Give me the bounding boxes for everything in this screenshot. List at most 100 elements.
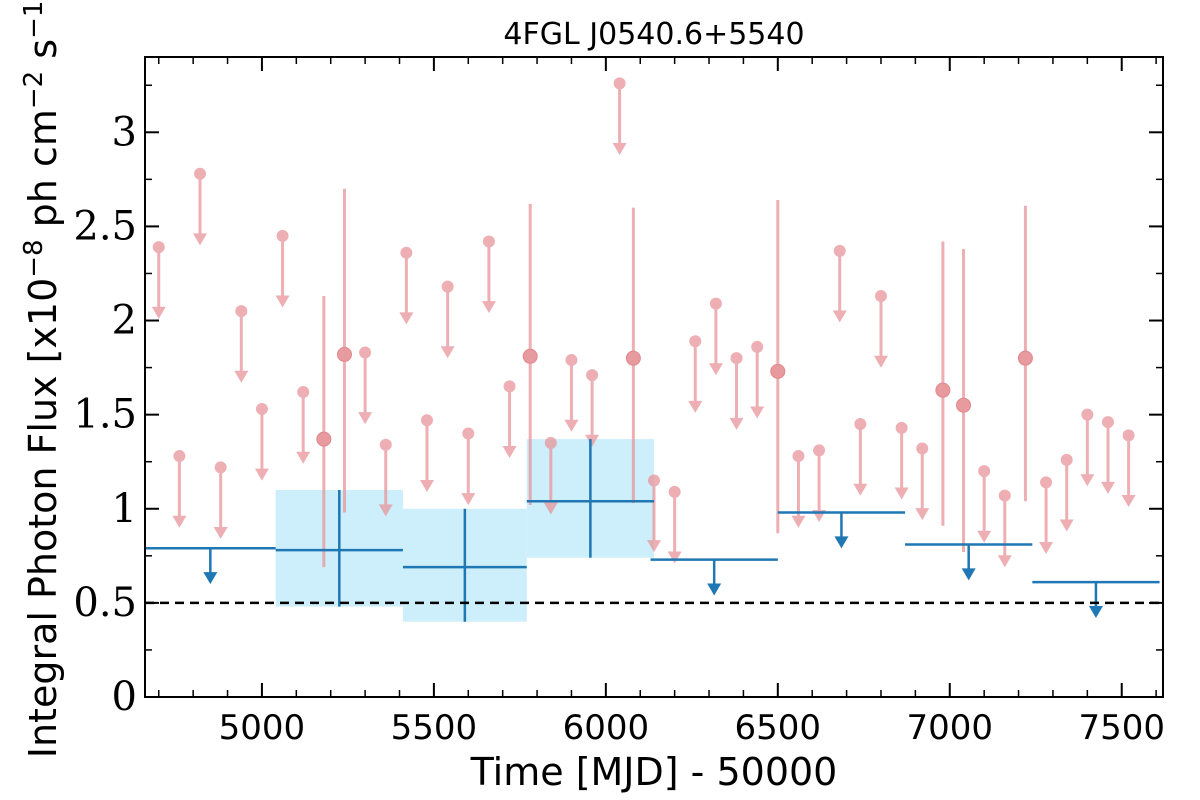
upper-limit-marker [173, 450, 186, 463]
upper-limit-arrowhead [729, 417, 744, 430]
upper-limit-arrowhead [647, 540, 661, 553]
upper-limit-arrowhead [440, 346, 455, 359]
upper-limit-marker [152, 241, 165, 254]
short-bin-upper-limit [440, 280, 455, 359]
short-bin-upper-limit [977, 465, 992, 543]
y-tick-label: 1 [112, 486, 137, 532]
upper-limit-arrowhead [688, 400, 703, 413]
short-bin-upper-limit [481, 235, 496, 314]
upper-limit-arrowhead [997, 555, 1012, 568]
short-bin-upper-limit [1059, 453, 1074, 532]
short-bin-upper-limit [832, 244, 847, 323]
axis-ticks: 0 0.5 1 1.5 2 2.5 3 5000 5500 6000 6500 7000 7500 [73, 57, 1165, 748]
upper-limit-marker [379, 438, 392, 451]
y-tick-label: 0.5 [73, 580, 137, 626]
upper-limit-arrowhead [213, 527, 228, 539]
upper-limit-marker [503, 380, 516, 393]
upper-limit-marker [1060, 453, 1073, 466]
short-bin-detection [770, 200, 786, 534]
short-bin-detection [956, 249, 972, 553]
upper-limit-arrowhead [151, 306, 166, 319]
upper-limit-marker [214, 461, 227, 474]
upper-limit-arrowhead [1121, 495, 1136, 507]
upper-limit-arrowhead [481, 301, 496, 314]
upper-limit-marker [235, 305, 248, 318]
short-bin-upper-limit [234, 305, 249, 383]
short-bin-upper-limit [151, 241, 166, 319]
short-bin-upper-limit [791, 450, 806, 528]
y-tick-label: 3 [112, 109, 137, 155]
short-bin-upper-limit [612, 77, 627, 155]
upper-limit-marker [194, 167, 207, 180]
x-tick-label: 5500 [391, 708, 478, 748]
upper-limit-marker [978, 465, 991, 478]
short-bin-upper-limit [564, 354, 579, 432]
y-axis-label: Integral Photon Flux [x10−8 ph cm−2 s−1] [19, 0, 65, 758]
short-bin-upper-limit [688, 335, 703, 413]
upper-limit-marker [359, 346, 372, 359]
long-bin-detection [526, 439, 654, 558]
upper-limit-marker [874, 290, 887, 303]
short-bin-upper-limit [647, 474, 661, 553]
upper-limit-arrowhead [254, 468, 269, 481]
upper-limit-arrowhead [275, 295, 290, 308]
upper-limit-arrowhead [977, 530, 992, 543]
short-bin-upper-limit [502, 380, 517, 459]
y-tick-label: 1.5 [73, 392, 137, 438]
short-bin-upper-limit [915, 442, 930, 521]
short-bin-detection [935, 241, 951, 526]
short-bin-upper-limit [461, 427, 476, 506]
short-bin-upper-limit [708, 297, 723, 376]
upper-limit-marker [709, 297, 722, 310]
upper-limit-arrowhead [1088, 606, 1103, 619]
long-bin-upper-limit [145, 547, 276, 585]
upper-limit-marker [255, 403, 268, 415]
upper-limit-arrowhead [873, 355, 888, 368]
upper-limit-arrowhead [1080, 474, 1095, 487]
short-bin-upper-limit [1039, 476, 1054, 555]
chart-title: 4FGL J0540.6+5540 [503, 17, 804, 52]
upper-limit-arrowhead [708, 363, 723, 376]
short-bin-upper-limit [193, 167, 208, 246]
short-bin-upper-limit [213, 461, 228, 539]
short-bin-upper-limit [420, 414, 435, 492]
y-tick-label: 0 [112, 674, 137, 720]
upper-limit-marker [854, 418, 867, 431]
short-bin-detection [522, 203, 538, 505]
upper-limit-arrowhead [1039, 542, 1054, 555]
upper-limit-marker [462, 427, 475, 440]
detection-marker [522, 348, 538, 364]
detection-marker [316, 431, 332, 447]
x-tick-label: 7000 [907, 708, 994, 748]
detection-marker [956, 397, 972, 413]
short-bin-upper-limit [172, 450, 187, 528]
short-bin-upper-limit [853, 418, 868, 496]
upper-limit-arrowhead [172, 515, 187, 528]
upper-limit-arrowhead [358, 412, 373, 425]
upper-limit-marker [1040, 476, 1053, 489]
y-tick-label: 2 [112, 298, 137, 344]
upper-limit-marker [751, 340, 764, 353]
upper-limit-arrowhead [193, 233, 208, 246]
short-bin-upper-limit [378, 438, 393, 517]
upper-limit-arrowhead [461, 493, 476, 506]
upper-limit-marker [276, 229, 289, 242]
upper-limit-arrowhead [612, 143, 627, 155]
long-bin-detection [275, 489, 403, 607]
upper-limit-marker [586, 369, 599, 382]
upper-limit-arrowhead [1100, 481, 1115, 494]
upper-limit-marker [441, 280, 454, 293]
upper-limit-marker [1081, 408, 1094, 421]
upper-limit-arrowhead [399, 312, 414, 325]
x-axis-label: Time [MJD] - 50000 [470, 750, 838, 794]
short-bin-upper-limit [812, 444, 827, 523]
upper-limit-marker [1122, 429, 1135, 442]
upper-limit-arrowhead [791, 515, 806, 528]
upper-limit-marker [792, 450, 805, 463]
upper-limit-arrowhead [915, 508, 930, 521]
upper-limit-marker [833, 244, 846, 257]
long-bin-upper-limit [650, 558, 778, 596]
upper-limit-marker [400, 246, 413, 259]
detection-marker [770, 363, 786, 379]
